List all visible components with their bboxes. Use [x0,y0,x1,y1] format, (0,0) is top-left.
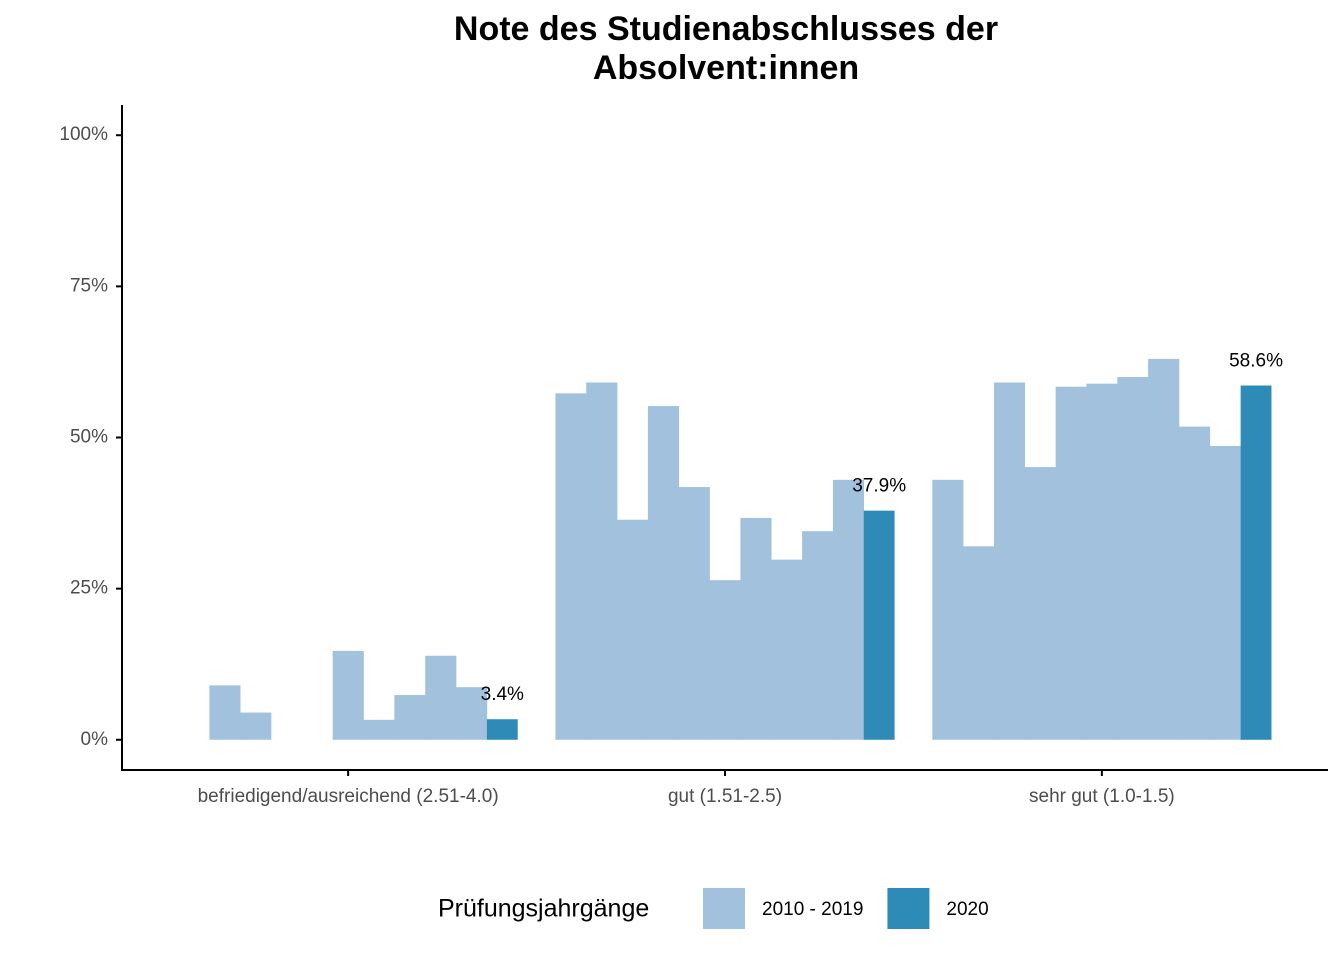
legend-key [887,888,930,929]
bar [709,580,741,740]
bar [1209,445,1241,740]
bar [456,687,488,740]
bar [932,479,964,740]
bar [394,695,426,740]
bar [678,487,710,740]
x-tick-label: gut (1.51-2.5) [668,786,782,807]
bar [1024,467,1056,740]
bar [486,719,518,740]
bar [1055,386,1087,740]
y-tick-label: 50% [70,427,108,448]
legend-label: 2010 - 2019 [762,899,863,920]
y-tick-label: 100% [59,124,108,145]
bar [771,559,803,740]
bar [802,531,834,740]
bar [332,650,364,740]
value-label: 3.4% [481,684,524,705]
bar [1148,358,1180,740]
chart-title: Note des Studienabschlusses der [454,10,998,48]
bar [425,655,457,740]
bar [647,406,680,740]
bar [740,517,772,740]
y-tick-label: 25% [70,578,108,599]
bar [863,510,895,740]
legend-key [703,888,745,929]
value-label: 37.9% [852,476,906,497]
bar [993,382,1026,740]
bar [1117,377,1149,740]
y-tick-label: 0% [81,729,109,750]
bar [617,519,649,740]
bar [1178,426,1211,740]
bar [963,546,995,740]
bar [832,479,865,740]
bar [1086,383,1118,740]
legend-title: Prüfungsjahrgänge [438,895,649,923]
legend-label: 2020 [946,899,988,920]
bar [209,685,241,740]
x-tick-label: sehr gut (1.0-1.5) [1029,786,1175,807]
bar [586,382,618,740]
y-tick-label: 75% [70,275,108,296]
chart-title: Absolvent:innen [593,49,859,87]
x-tick-label: befriedigend/ausreichend (2.51-4.0) [198,786,499,807]
bar [1240,385,1272,740]
bar [363,719,395,740]
bar [555,393,587,740]
value-label: 58.6% [1229,351,1283,372]
bar [240,712,272,740]
